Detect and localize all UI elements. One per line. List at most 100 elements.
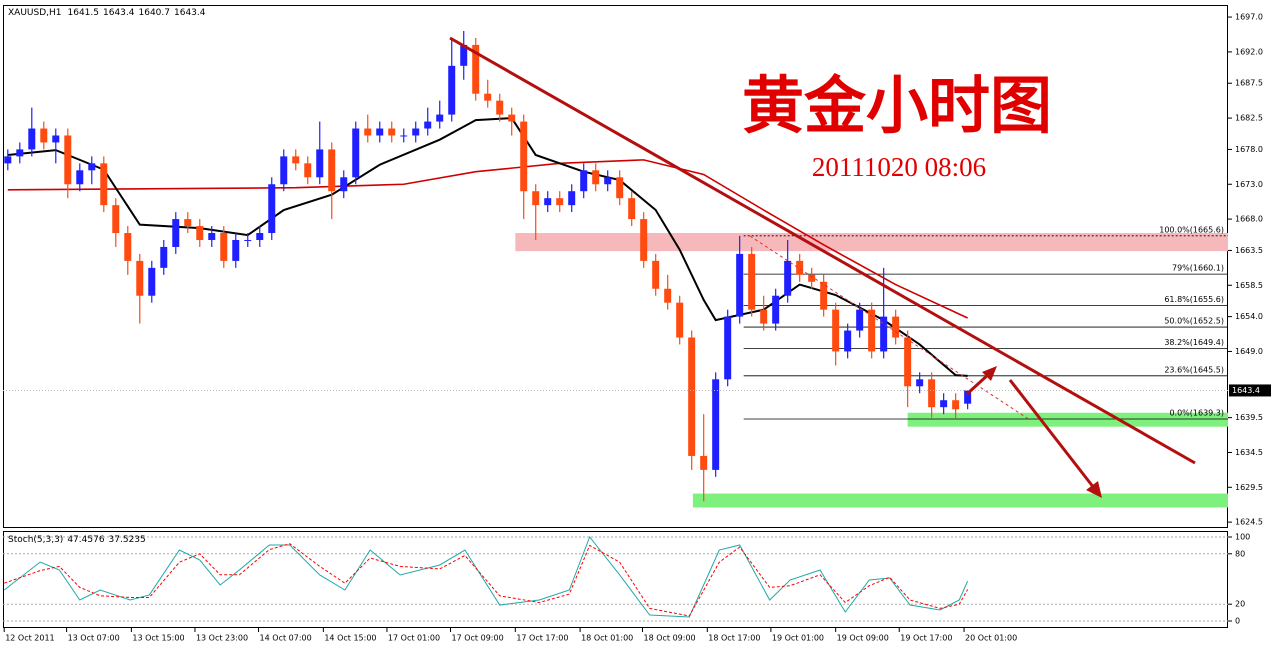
y-tick-label: 1692.0 — [1235, 47, 1263, 56]
arrow-head — [982, 366, 997, 381]
candle-body — [220, 233, 228, 261]
candle-body — [484, 93, 492, 101]
candle-body — [304, 163, 312, 178]
chart-header: XAUUSD,H1 1641.5 1643.4 1640.7 1643.4 — [8, 8, 206, 18]
x-tick-label: 18 Oct 09:00 — [643, 634, 695, 643]
symbol: XAUUSD,H1 — [8, 8, 62, 18]
fib-label: 38.2%(1649.4) — [1164, 338, 1224, 347]
candle-body — [88, 163, 96, 171]
stoch-d: 37.5235 — [109, 535, 146, 545]
zone — [907, 412, 1228, 427]
candle-body — [556, 198, 564, 206]
chart-title: 黄金小时图 — [742, 69, 1052, 142]
candle-body — [760, 309, 768, 324]
x-tick-label: 14 Oct 07:00 — [260, 634, 312, 643]
candle-body — [712, 379, 720, 470]
candle-body — [208, 233, 216, 240]
candle-body — [688, 337, 696, 456]
candle-body — [652, 260, 660, 289]
open: 1641.5 — [68, 8, 100, 18]
candle-body — [772, 295, 780, 324]
candle-body — [232, 239, 240, 261]
x-tick-label: 13 Oct 23:00 — [196, 634, 248, 643]
candle-body — [184, 219, 192, 227]
candle-body — [400, 135, 408, 137]
arrow-up — [965, 371, 992, 396]
candle-body — [256, 233, 264, 240]
candle-body — [52, 135, 60, 143]
candle-body — [868, 309, 876, 352]
x-tick-label: 13 Oct 07:00 — [68, 634, 120, 643]
candle-body — [328, 149, 336, 192]
y-tick-label: 1682.5 — [1235, 114, 1263, 123]
candle-body — [892, 316, 900, 338]
candle-body — [4, 156, 12, 164]
main-frame — [3, 5, 1228, 528]
stoch-line — [4, 543, 969, 617]
y-tick-label: 1649.0 — [1235, 347, 1263, 356]
y-tick-label: 1697.0 — [1235, 13, 1263, 22]
candle-body — [160, 246, 168, 268]
x-tick-label: 13 Oct 15:00 — [132, 634, 184, 643]
y-tick-label: 100 — [1235, 533, 1250, 542]
moving-average — [7, 159, 968, 319]
candle-body — [496, 100, 504, 115]
stoch-header: Stoch(5,3,3) 47.4576 37.5235 — [8, 535, 146, 545]
zone — [515, 233, 1228, 252]
fib-label: 0.0%(1639.3) — [1169, 409, 1224, 418]
arrow-down — [1008, 379, 1096, 489]
candle-body — [520, 121, 528, 192]
candle-body — [508, 114, 516, 122]
candle-body — [664, 288, 672, 303]
stoch-line — [3, 536, 969, 618]
arrow-head — [1086, 481, 1102, 498]
candle-body — [388, 128, 396, 136]
candle-body — [124, 233, 132, 261]
candle-body — [412, 128, 420, 136]
candle-body — [952, 400, 960, 410]
candle-body — [808, 274, 816, 282]
chart-subtitle: 20111020 08:06 — [812, 152, 986, 182]
candle-body — [172, 219, 180, 247]
low: 1640.7 — [139, 8, 171, 18]
fib-label: 100.0%(1665.6) — [1159, 225, 1224, 234]
candle-body — [148, 267, 156, 296]
candle-body — [532, 191, 540, 206]
stoch-title: Stoch(5,3,3) — [8, 535, 63, 545]
candle-body — [424, 121, 432, 129]
fib-label: 50.0%(1652.5) — [1164, 317, 1224, 326]
x-tick-label: 12 Oct 2011 — [5, 634, 54, 643]
zone — [692, 493, 1228, 508]
trend-line — [449, 36, 1196, 465]
candle-body — [316, 149, 324, 178]
candle-body — [880, 316, 888, 352]
fib-label: 23.6%(1645.5) — [1164, 365, 1224, 374]
candle-body — [196, 226, 204, 240]
candle-body — [16, 149, 24, 157]
candle-body — [580, 170, 588, 192]
candle-body — [460, 44, 468, 66]
candle-body — [76, 170, 84, 185]
y-tick-label: 1629.5 — [1235, 483, 1263, 492]
candle-body — [928, 379, 936, 408]
x-tick-label: 17 Oct 17:00 — [516, 634, 568, 643]
fib-label: 79%(1660.1) — [1172, 264, 1224, 273]
candle-body — [700, 455, 708, 470]
candle-body — [748, 253, 756, 310]
candle-body — [280, 156, 288, 185]
marks: 100.0%(1665.6) 79%(1660.1) 61.8%(1655.6) 50… — [3, 13, 1271, 643]
candle-body — [364, 128, 372, 136]
candle-body — [340, 177, 348, 192]
y-tick-label: 1624.5 — [1235, 518, 1263, 527]
x-tick-label: 19 Oct 01:00 — [772, 634, 824, 643]
candle-body — [244, 239, 252, 241]
candle-body — [844, 330, 852, 352]
fib-label: 61.8%(1655.6) — [1164, 295, 1224, 304]
candle-body — [616, 177, 624, 199]
candle-body — [940, 400, 948, 408]
stoch-frame — [3, 531, 1228, 628]
y-tick-label: 1639.5 — [1235, 413, 1263, 422]
